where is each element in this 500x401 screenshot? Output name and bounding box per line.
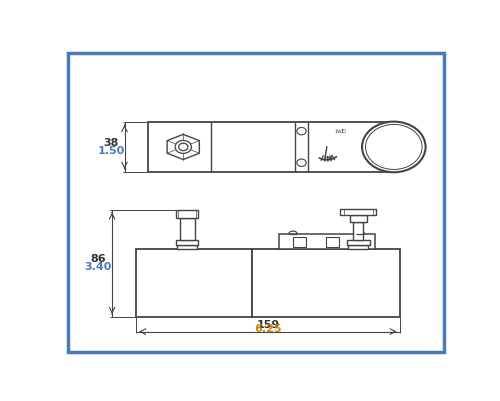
Circle shape	[297, 128, 306, 135]
Bar	[350, 215, 367, 222]
Bar	[177, 245, 197, 249]
Circle shape	[362, 122, 426, 172]
Circle shape	[178, 143, 188, 151]
Text: 1.50: 1.50	[98, 146, 124, 156]
Text: 38: 38	[104, 138, 118, 148]
Text: M: M	[326, 156, 332, 161]
Circle shape	[366, 124, 422, 170]
Text: GPM: GPM	[334, 126, 346, 131]
Bar	[293, 237, 306, 247]
Bar	[326, 237, 339, 247]
Circle shape	[175, 140, 192, 154]
Bar	[278, 234, 374, 249]
Bar	[136, 249, 252, 317]
Text: 3.40: 3.40	[84, 262, 112, 272]
Circle shape	[297, 159, 306, 166]
Bar	[176, 241, 199, 245]
Bar	[340, 209, 376, 215]
Bar	[347, 241, 370, 245]
Text: 86: 86	[90, 254, 106, 264]
Bar	[354, 222, 363, 241]
Bar	[180, 218, 194, 241]
Bar	[176, 210, 199, 218]
Bar	[148, 122, 396, 172]
Text: 6.25: 6.25	[254, 324, 281, 334]
Bar	[252, 249, 400, 317]
Text: 159: 159	[256, 320, 280, 330]
Bar	[348, 245, 368, 249]
